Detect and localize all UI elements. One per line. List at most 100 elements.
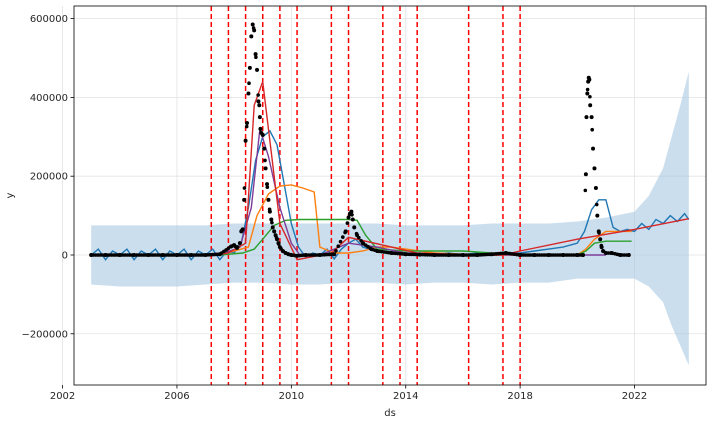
observed-point — [275, 237, 280, 242]
observed-point — [332, 252, 337, 257]
observed-point — [598, 237, 603, 242]
observed-point — [346, 215, 351, 220]
observed-point — [596, 229, 601, 234]
observed-point — [349, 209, 354, 214]
observed-point — [265, 185, 270, 190]
observed-point — [591, 146, 596, 151]
observed-point — [588, 103, 593, 108]
observed-point — [253, 52, 258, 57]
observed-point — [585, 87, 590, 92]
observed-point — [581, 252, 586, 257]
observed-point — [269, 217, 274, 222]
observed-point — [217, 252, 222, 257]
observed-point — [240, 227, 245, 232]
observed-point — [561, 252, 566, 257]
y-axis-ticks: −200000 0 200000 400000 600000 — [21, 14, 74, 340]
observed-point — [338, 239, 343, 244]
observed-point — [355, 233, 360, 238]
x-axis-ticks: 2002 2006 2010 2014 2018 2022 — [50, 385, 647, 402]
observed-point — [601, 249, 606, 254]
observed-point — [594, 202, 599, 207]
observed-point — [317, 252, 322, 257]
observed-point — [446, 252, 451, 257]
observed-point — [546, 252, 551, 257]
observed-point — [245, 121, 250, 126]
observed-point — [263, 166, 268, 171]
observed-point — [277, 245, 282, 250]
observed-point — [258, 126, 263, 131]
changepoint-lines — [210, 6, 521, 385]
y-tick-label: 0 — [62, 250, 68, 261]
x-tick-label: 2006 — [164, 391, 189, 402]
observed-point — [89, 252, 94, 257]
observed-point — [375, 249, 380, 254]
observed-point — [242, 197, 247, 202]
observed-point — [583, 172, 588, 177]
plot-frame — [73, 5, 707, 386]
observed-point — [626, 252, 631, 257]
observed-point — [203, 252, 208, 257]
observed-point — [242, 186, 247, 190]
uncertainty-interval — [91, 71, 689, 366]
observed-point — [257, 115, 262, 120]
observed-point — [260, 132, 265, 137]
observed-point — [609, 251, 614, 256]
observed-point — [518, 252, 523, 257]
observed-point — [132, 252, 137, 257]
observed-point — [341, 235, 345, 239]
observed-point — [532, 252, 537, 257]
observed-point — [345, 221, 350, 225]
x-tick-label: 2002 — [50, 391, 75, 402]
y-tick-label: 400000 — [30, 93, 68, 104]
y-tick-label: 600000 — [30, 14, 68, 25]
observed-point — [189, 252, 194, 257]
observed-point — [589, 115, 594, 120]
observed-point — [267, 209, 272, 214]
observed-point — [593, 186, 598, 191]
observed-point — [418, 252, 423, 257]
observed-point — [117, 252, 122, 257]
observed-point — [263, 158, 267, 163]
observed-point — [256, 93, 260, 97]
observed-point — [350, 217, 355, 222]
observed-point — [585, 91, 590, 96]
observed-point — [237, 241, 242, 246]
observed-point — [352, 225, 357, 230]
observed-point — [389, 251, 394, 256]
observed-point — [266, 197, 271, 202]
trend-line — [91, 81, 689, 261]
observed-point — [235, 245, 240, 250]
observed-point — [595, 213, 600, 218]
observed-point — [257, 103, 262, 108]
y-tick-label: 200000 — [30, 172, 68, 183]
observed-point — [265, 182, 270, 187]
observed-point — [247, 81, 251, 86]
observed-point — [592, 166, 597, 171]
observed-point — [334, 248, 338, 253]
interval-band — [91, 71, 689, 366]
observed-point — [588, 94, 592, 99]
observed-point — [303, 252, 308, 257]
observed-point — [503, 251, 508, 256]
observed-point — [590, 127, 594, 132]
x-tick-label: 2014 — [393, 391, 418, 402]
observed-point — [273, 233, 278, 238]
observed-point — [247, 65, 252, 70]
observed-point — [336, 244, 341, 249]
observed-point — [289, 252, 294, 257]
observed-point — [246, 91, 251, 96]
observed-point — [343, 229, 348, 234]
x-tick-label: 2022 — [622, 391, 647, 402]
observed-point — [584, 115, 589, 120]
observed-point — [249, 34, 254, 39]
observed-point — [272, 229, 277, 234]
observed-point — [160, 252, 165, 257]
observed-point — [489, 252, 494, 257]
observed-point — [599, 245, 604, 250]
observed-point — [575, 252, 580, 257]
observed-point — [270, 225, 275, 230]
observed-point — [583, 188, 588, 193]
observed-point — [270, 220, 274, 225]
x-axis-label: ds — [384, 408, 396, 419]
